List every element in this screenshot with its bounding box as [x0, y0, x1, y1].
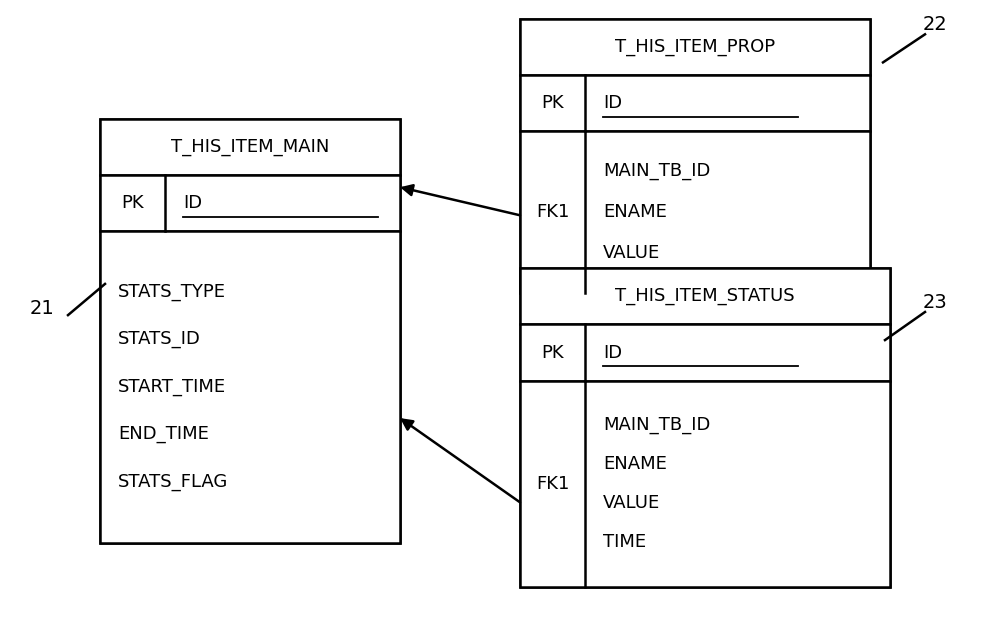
Bar: [520, 19, 870, 75]
Text: STATS_FLAG: STATS_FLAG: [118, 473, 228, 490]
Text: MAIN_TB_ID: MAIN_TB_ID: [603, 416, 710, 434]
Text: TIME: TIME: [603, 534, 646, 551]
Bar: [100, 119, 400, 543]
Bar: [520, 75, 870, 131]
Text: PK: PK: [541, 344, 564, 361]
Text: T_HIS_ITEM_STATUS: T_HIS_ITEM_STATUS: [615, 288, 795, 305]
Bar: [100, 231, 400, 543]
Bar: [520, 268, 890, 324]
Text: FK1: FK1: [536, 475, 569, 492]
Text: ENAME: ENAME: [603, 203, 667, 221]
Text: ID: ID: [603, 94, 622, 112]
Text: ID: ID: [183, 194, 202, 212]
Text: 23: 23: [923, 293, 947, 312]
Text: FK1: FK1: [536, 203, 569, 221]
Bar: [520, 131, 870, 293]
Text: T_HIS_ITEM_PROP: T_HIS_ITEM_PROP: [615, 38, 775, 56]
Text: VALUE: VALUE: [603, 494, 660, 512]
Bar: [520, 19, 870, 293]
Text: ID: ID: [603, 344, 622, 361]
Bar: [520, 381, 890, 587]
Text: STATS_ID: STATS_ID: [118, 331, 201, 348]
Text: STATS_TYPE: STATS_TYPE: [118, 283, 226, 301]
Bar: [520, 324, 890, 381]
Text: PK: PK: [121, 194, 144, 212]
Text: 22: 22: [923, 16, 947, 34]
Text: T_HIS_ITEM_MAIN: T_HIS_ITEM_MAIN: [171, 138, 329, 155]
Text: VALUE: VALUE: [603, 244, 660, 262]
Text: END_TIME: END_TIME: [118, 426, 209, 443]
Text: START_TIME: START_TIME: [118, 378, 226, 396]
Bar: [100, 119, 400, 175]
Text: 21: 21: [30, 300, 54, 318]
Bar: [520, 268, 890, 587]
Bar: [100, 175, 400, 231]
Text: MAIN_TB_ID: MAIN_TB_ID: [603, 162, 710, 180]
Text: PK: PK: [541, 94, 564, 112]
Text: ENAME: ENAME: [603, 455, 667, 473]
